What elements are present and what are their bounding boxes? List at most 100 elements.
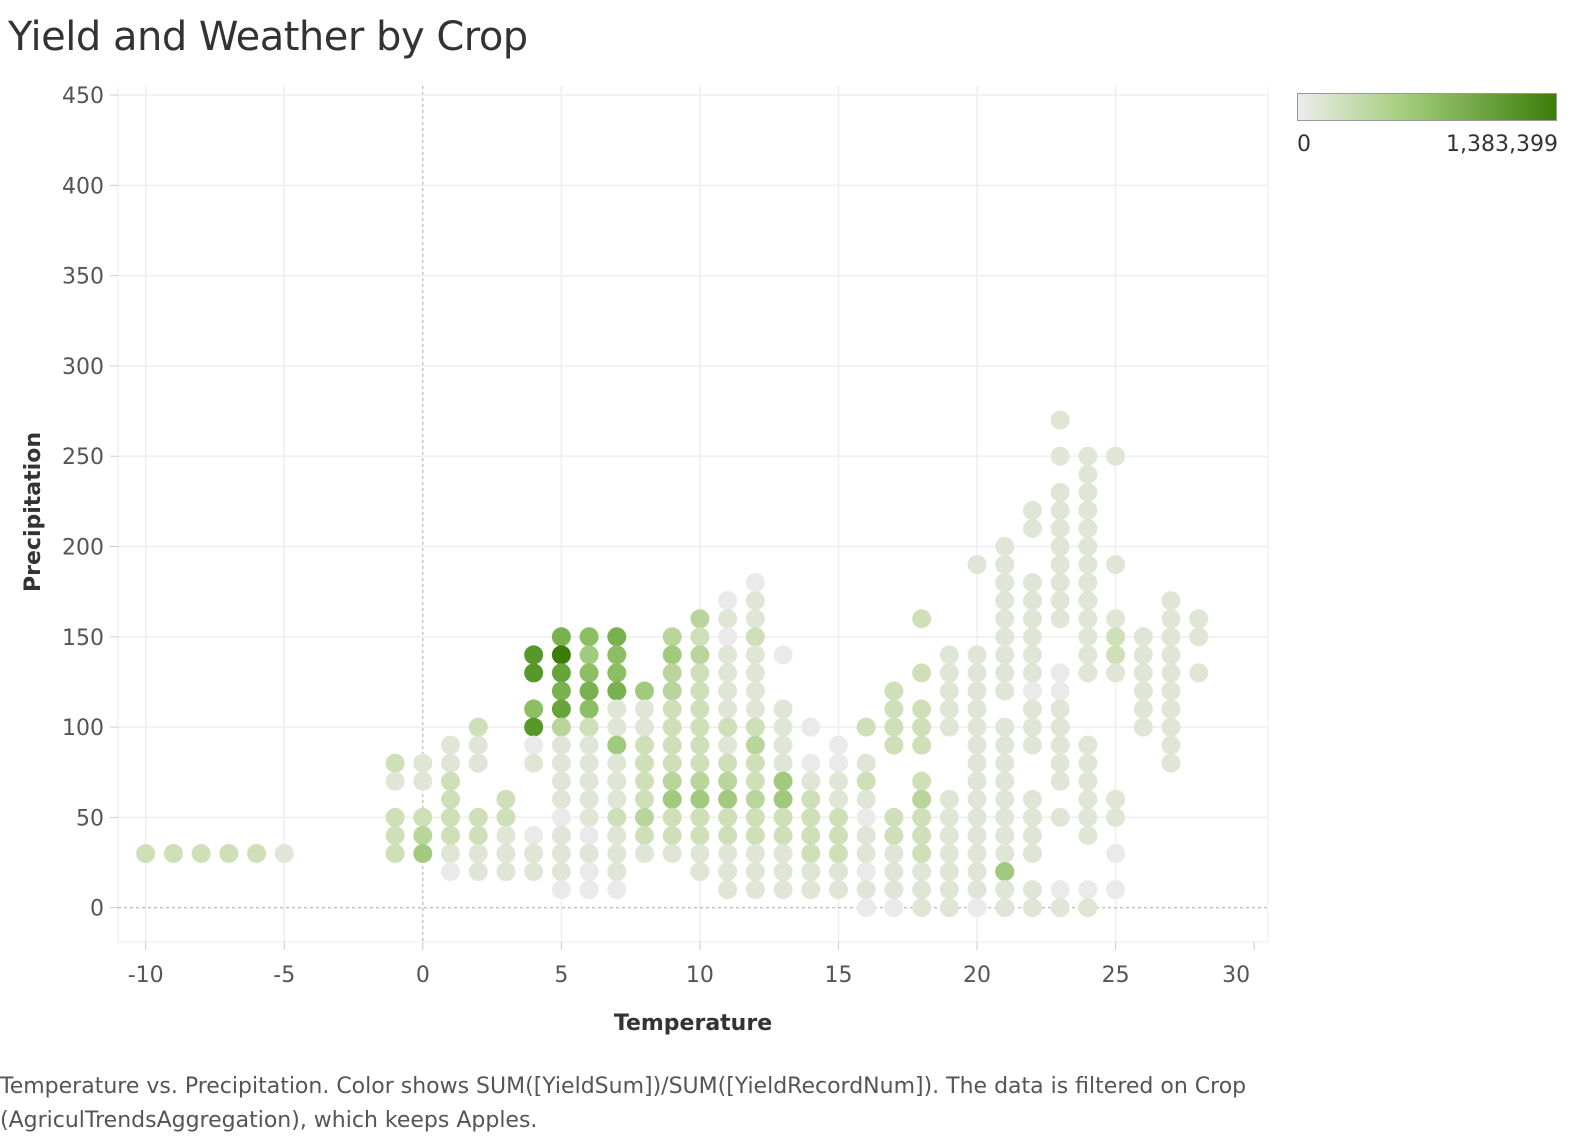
data-point[interactable] xyxy=(579,807,599,827)
data-point[interactable] xyxy=(635,789,655,809)
data-point[interactable] xyxy=(690,717,710,737)
data-point[interactable] xyxy=(690,699,710,719)
data-point[interactable] xyxy=(1189,609,1209,629)
data-point[interactable] xyxy=(1050,717,1070,737)
data-point[interactable] xyxy=(1106,880,1126,900)
data-point[interactable] xyxy=(884,717,904,737)
data-point[interactable] xyxy=(745,735,765,755)
data-point[interactable] xyxy=(912,609,932,629)
data-point[interactable] xyxy=(1050,518,1070,538)
data-point[interactable] xyxy=(773,753,793,773)
data-point[interactable] xyxy=(1189,627,1209,647)
data-point[interactable] xyxy=(163,844,183,864)
data-point[interactable] xyxy=(745,591,765,611)
data-point[interactable] xyxy=(524,717,544,737)
data-point[interactable] xyxy=(1022,627,1042,647)
data-point[interactable] xyxy=(1050,807,1070,827)
data-point[interactable] xyxy=(1078,500,1098,520)
data-point[interactable] xyxy=(718,681,738,701)
data-point[interactable] xyxy=(745,807,765,827)
data-point[interactable] xyxy=(939,789,959,809)
data-point[interactable] xyxy=(773,717,793,737)
data-point[interactable] xyxy=(579,753,599,773)
data-point[interactable] xyxy=(1161,753,1181,773)
data-point[interactable] xyxy=(1133,645,1153,665)
data-point[interactable] xyxy=(967,825,987,845)
data-point[interactable] xyxy=(1106,645,1126,665)
data-point[interactable] xyxy=(745,753,765,773)
data-point[interactable] xyxy=(579,789,599,809)
data-point[interactable] xyxy=(912,898,932,918)
data-point[interactable] xyxy=(912,735,932,755)
data-point[interactable] xyxy=(912,862,932,882)
data-point[interactable] xyxy=(1161,609,1181,629)
data-point[interactable] xyxy=(1133,717,1153,737)
data-point[interactable] xyxy=(524,844,544,864)
data-point[interactable] xyxy=(690,771,710,791)
data-point[interactable] xyxy=(1106,663,1126,683)
data-point[interactable] xyxy=(1133,699,1153,719)
data-point[interactable] xyxy=(1050,591,1070,611)
data-point[interactable] xyxy=(385,807,405,827)
data-point[interactable] xyxy=(1050,555,1070,575)
data-point[interactable] xyxy=(690,789,710,809)
data-point[interactable] xyxy=(551,699,571,719)
data-point[interactable] xyxy=(607,880,627,900)
data-point[interactable] xyxy=(468,717,488,737)
data-point[interactable] xyxy=(773,825,793,845)
data-point[interactable] xyxy=(801,825,821,845)
data-point[interactable] xyxy=(967,789,987,809)
data-point[interactable] xyxy=(690,735,710,755)
data-point[interactable] xyxy=(718,789,738,809)
data-point[interactable] xyxy=(1022,717,1042,737)
data-point[interactable] xyxy=(1078,789,1098,809)
data-point[interactable] xyxy=(468,862,488,882)
data-point[interactable] xyxy=(579,699,599,719)
data-point[interactable] xyxy=(219,844,239,864)
data-point[interactable] xyxy=(551,880,571,900)
data-point[interactable] xyxy=(912,789,932,809)
data-point[interactable] xyxy=(551,663,571,683)
data-point[interactable] xyxy=(967,898,987,918)
data-point[interactable] xyxy=(884,844,904,864)
data-point[interactable] xyxy=(1022,663,1042,683)
data-point[interactable] xyxy=(967,645,987,665)
data-point[interactable] xyxy=(607,735,627,755)
data-point[interactable] xyxy=(856,771,876,791)
data-point[interactable] xyxy=(801,771,821,791)
data-point[interactable] xyxy=(1078,880,1098,900)
data-point[interactable] xyxy=(939,699,959,719)
data-point[interactable] xyxy=(828,771,848,791)
data-point[interactable] xyxy=(607,627,627,647)
data-point[interactable] xyxy=(856,825,876,845)
data-point[interactable] xyxy=(1106,446,1126,466)
data-point[interactable] xyxy=(607,825,627,845)
data-point[interactable] xyxy=(579,627,599,647)
data-point[interactable] xyxy=(496,825,516,845)
data-point[interactable] xyxy=(912,825,932,845)
data-point[interactable] xyxy=(690,844,710,864)
data-point[interactable] xyxy=(718,591,738,611)
data-point[interactable] xyxy=(856,807,876,827)
data-point[interactable] xyxy=(718,699,738,719)
data-point[interactable] xyxy=(607,717,627,737)
data-point[interactable] xyxy=(1050,699,1070,719)
data-point[interactable] xyxy=(690,807,710,827)
data-point[interactable] xyxy=(136,844,156,864)
data-point[interactable] xyxy=(745,825,765,845)
data-point[interactable] xyxy=(718,645,738,665)
data-point[interactable] xyxy=(579,717,599,737)
data-point[interactable] xyxy=(579,663,599,683)
data-point[interactable] xyxy=(939,681,959,701)
data-point[interactable] xyxy=(1078,446,1098,466)
data-point[interactable] xyxy=(828,807,848,827)
data-point[interactable] xyxy=(995,807,1015,827)
data-point[interactable] xyxy=(995,591,1015,611)
data-point[interactable] xyxy=(912,844,932,864)
data-point[interactable] xyxy=(274,844,294,864)
data-point[interactable] xyxy=(1189,663,1209,683)
data-point[interactable] xyxy=(884,898,904,918)
data-point[interactable] xyxy=(1022,573,1042,593)
data-point[interactable] xyxy=(690,609,710,629)
data-point[interactable] xyxy=(1078,753,1098,773)
